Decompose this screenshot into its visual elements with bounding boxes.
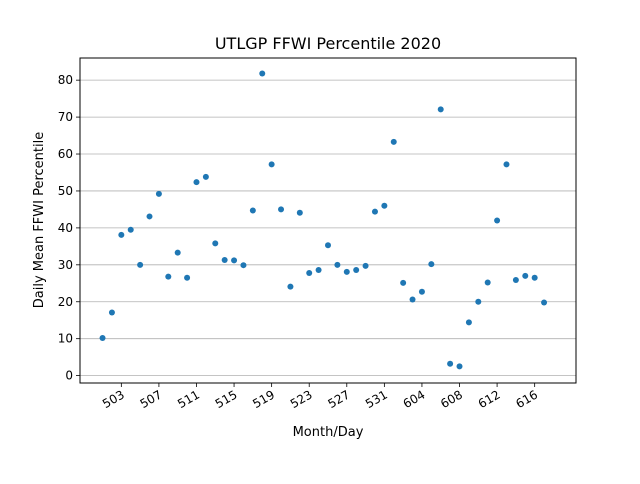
data-point (212, 240, 219, 247)
data-point (541, 299, 548, 306)
y-tick-label: 40 (58, 221, 73, 235)
data-point (418, 288, 425, 295)
data-point (127, 226, 134, 233)
data-point (315, 266, 322, 273)
data-point (268, 161, 275, 168)
data-point (306, 269, 313, 276)
data-point (531, 274, 538, 281)
data-point (522, 272, 529, 279)
x-axis-label: Month/Day (293, 425, 364, 440)
data-point (475, 298, 482, 305)
data-point (447, 360, 454, 367)
y-tick-label: 10 (58, 332, 73, 346)
data-point (202, 173, 209, 180)
data-point (437, 106, 444, 113)
y-axis: 0 10 20 30 40 50 60 70 80 (58, 73, 80, 383)
data-point (118, 231, 125, 238)
data-point (278, 206, 285, 213)
y-tick-label: 70 (58, 110, 73, 124)
data-point (249, 207, 256, 214)
data-point (334, 261, 341, 268)
data-point (259, 70, 266, 77)
y-tick-label: 30 (58, 258, 73, 272)
plot-area-frame (79, 57, 577, 384)
data-point (325, 242, 331, 249)
data-point (456, 363, 463, 370)
y-tick-label: 50 (58, 184, 73, 198)
data-point (371, 208, 378, 215)
data-point (193, 179, 200, 186)
grid-lines (80, 79, 576, 377)
data-point (137, 261, 144, 268)
data-point (428, 261, 435, 268)
data-point (465, 319, 472, 326)
data-point (484, 279, 491, 286)
data-points (99, 70, 548, 370)
y-tick-label: 20 (58, 295, 73, 309)
y-tick-label: 0 (65, 369, 73, 383)
data-point (287, 283, 294, 290)
data-point (512, 276, 519, 283)
data-point (221, 257, 228, 264)
data-point (343, 268, 350, 275)
y-tick-label: 60 (58, 147, 73, 161)
data-point (184, 274, 191, 281)
data-point (353, 266, 360, 273)
data-point (99, 334, 106, 341)
data-point (409, 296, 416, 303)
data-point (362, 262, 369, 269)
data-point (503, 161, 510, 168)
y-tick-label: 80 (58, 73, 73, 87)
data-point (390, 138, 397, 145)
y-axis-label: Daily Mean FFWI Percentile (32, 132, 47, 309)
data-point (240, 262, 247, 269)
data-point (231, 257, 238, 264)
data-point (381, 202, 388, 209)
chart-title: UTLGP FFWI Percentile 2020 (215, 34, 441, 53)
data-point (174, 249, 181, 256)
data-point (400, 279, 407, 286)
data-point (155, 190, 162, 197)
data-point (296, 209, 303, 216)
data-point (146, 213, 153, 220)
data-point (108, 309, 115, 316)
data-point (165, 273, 172, 280)
data-point (494, 217, 501, 224)
